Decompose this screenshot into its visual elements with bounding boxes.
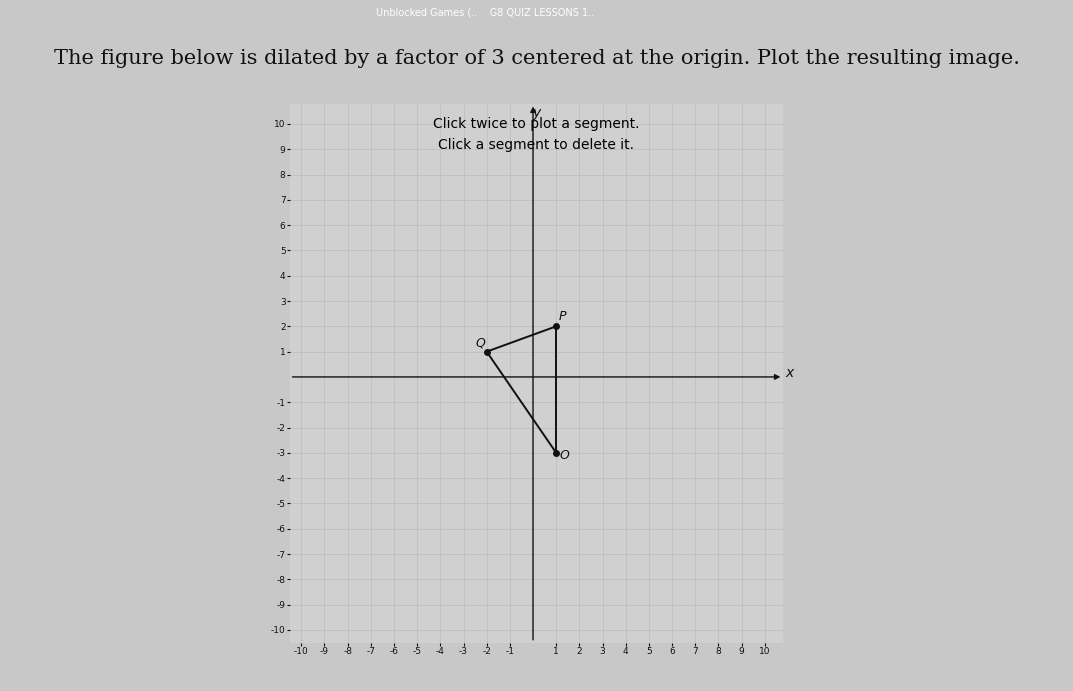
Text: Unblocked Games (..    G8 QUIZ LESSONS 1..: Unblocked Games (.. G8 QUIZ LESSONS 1..: [376, 7, 593, 17]
Text: Click a segment to delete it.: Click a segment to delete it.: [439, 138, 634, 152]
Text: Q: Q: [475, 337, 485, 350]
Text: P: P: [559, 310, 567, 323]
Text: Click twice to plot a segment.: Click twice to plot a segment.: [433, 117, 640, 131]
Text: y: y: [532, 106, 541, 120]
Text: x: x: [785, 366, 794, 380]
Text: The figure below is dilated by a factor of 3 centered at the origin. Plot the re: The figure below is dilated by a factor …: [54, 49, 1019, 68]
Text: O: O: [560, 448, 570, 462]
